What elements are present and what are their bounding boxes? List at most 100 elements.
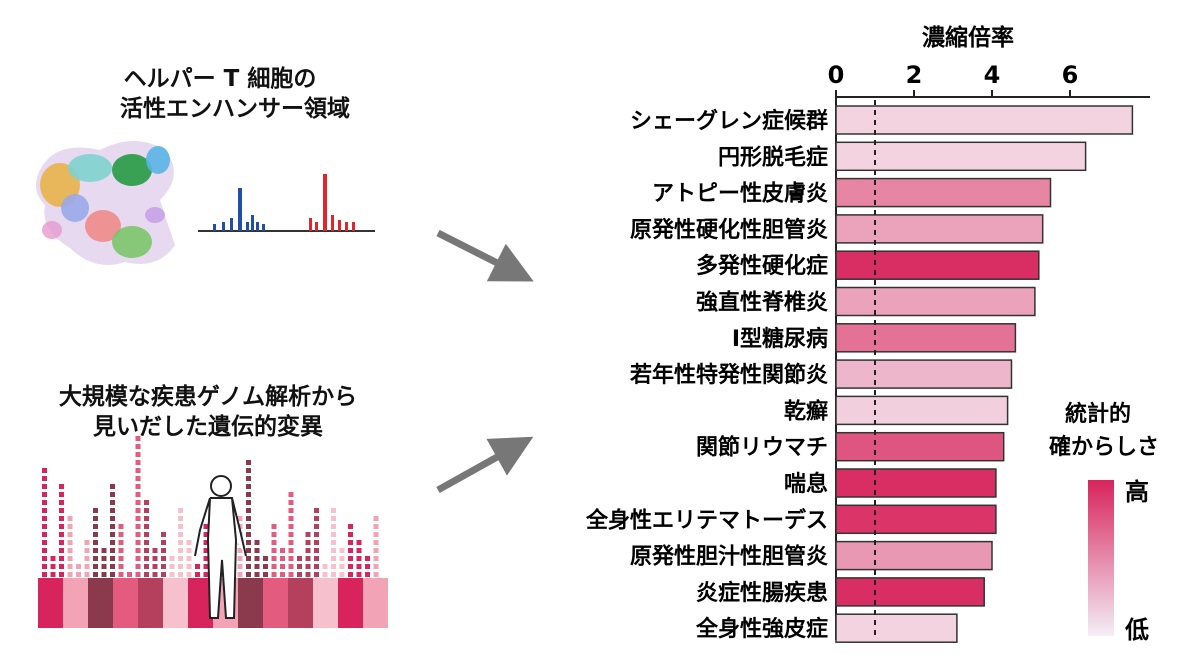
snp-point	[135, 532, 141, 537]
snp-point	[348, 556, 353, 561]
snp-point	[314, 564, 319, 569]
snp-point	[297, 572, 302, 577]
snp-point	[42, 516, 47, 521]
snp-point	[288, 492, 294, 497]
snp-point	[271, 532, 277, 537]
snp-point	[152, 564, 158, 569]
snp-point	[246, 540, 251, 545]
bar	[835, 431, 1005, 462]
snp-point	[93, 540, 98, 545]
snp-point	[356, 564, 362, 569]
snp-point	[144, 540, 149, 545]
snp-point	[110, 500, 115, 505]
snp-point	[67, 524, 73, 529]
snp-point	[152, 572, 158, 577]
snp-point	[118, 556, 124, 561]
snp-point	[144, 556, 149, 561]
snp-point	[331, 516, 336, 521]
snp-point	[67, 516, 73, 521]
snp-point	[42, 476, 47, 481]
snp-point	[110, 540, 115, 545]
x-tick-label: 4	[984, 61, 1001, 89]
snp-point	[297, 564, 302, 569]
bar	[835, 323, 1017, 353]
snp-point	[237, 564, 243, 569]
snp-point	[93, 548, 98, 553]
snp-point	[314, 532, 319, 537]
chromosome-block	[238, 578, 263, 628]
snp-point	[280, 572, 285, 577]
snp-point	[42, 524, 47, 529]
bar	[835, 359, 1013, 389]
snp-point	[161, 540, 166, 545]
snp-point	[59, 556, 64, 561]
snp-point	[161, 548, 166, 553]
enhancer-peaks-icon	[198, 174, 375, 232]
enhancer-title-line2: 活性エンハンサー領域	[120, 96, 350, 122]
snp-point	[271, 564, 277, 569]
bar	[835, 504, 997, 535]
snp-point	[110, 524, 115, 529]
snp-point	[101, 548, 107, 553]
snp-point	[348, 524, 353, 529]
snp-point	[135, 452, 141, 457]
category-label: 原発性胆汁性胆管炎	[630, 544, 828, 570]
snp-point	[331, 556, 336, 561]
enrichment-bar-chart: 濃縮倍率 0 2 4 6 シェーグレン症候群円形脱毛症アトピー性皮膚炎原発性硬化性胆管…	[585, 24, 1150, 643]
snp-point	[144, 548, 149, 553]
snp-point	[297, 556, 302, 561]
bar	[835, 395, 1009, 426]
chromosome-block	[88, 578, 113, 628]
snp-point	[42, 484, 47, 489]
snp-point	[59, 572, 64, 577]
bar	[835, 214, 1044, 244]
snp-point	[348, 540, 353, 545]
bar	[835, 613, 958, 643]
snp-point	[246, 468, 251, 473]
snp-point	[169, 572, 175, 577]
snp-point	[135, 524, 141, 529]
snp-point	[118, 524, 124, 529]
chromosome-block	[263, 578, 288, 628]
legend-title-line2: 確からしさ	[1049, 434, 1159, 460]
bar	[835, 286, 1036, 317]
snp-point	[305, 540, 311, 545]
snp-point	[135, 492, 141, 497]
snp-point	[203, 540, 209, 545]
snp-point	[135, 460, 141, 465]
snp-point	[144, 500, 149, 505]
snp-point	[339, 548, 345, 553]
chromosome-block	[338, 578, 363, 628]
x-axis-title: 濃縮倍率	[922, 24, 1014, 51]
snp-point	[144, 508, 149, 513]
snp-point	[288, 540, 294, 545]
snp-point	[254, 564, 260, 569]
snp-point	[59, 548, 64, 553]
chromosome-block	[113, 578, 138, 628]
category-label: 炎症性腸疾患	[696, 580, 828, 606]
snp-point	[42, 548, 47, 553]
snp-point	[59, 492, 64, 497]
snp-point	[135, 476, 141, 481]
snp-point	[288, 508, 294, 513]
category-label: アトピー性皮膚炎	[652, 181, 828, 207]
snp-point	[246, 492, 251, 497]
snp-point	[237, 548, 243, 553]
snp-point	[135, 564, 141, 569]
snp-point	[135, 444, 141, 449]
snp-point	[246, 532, 251, 537]
snp-point	[331, 540, 336, 545]
snp-point	[314, 516, 319, 521]
snp-point	[288, 572, 294, 577]
chromosome-block	[313, 578, 338, 628]
snp-point	[203, 564, 209, 569]
snp-point	[203, 556, 209, 561]
snp-point	[169, 556, 175, 561]
snp-point	[67, 556, 73, 561]
snp-point	[144, 572, 149, 577]
snp-point	[254, 548, 260, 553]
snp-point	[84, 540, 90, 545]
snp-point	[178, 516, 183, 521]
snp-point	[271, 548, 277, 553]
